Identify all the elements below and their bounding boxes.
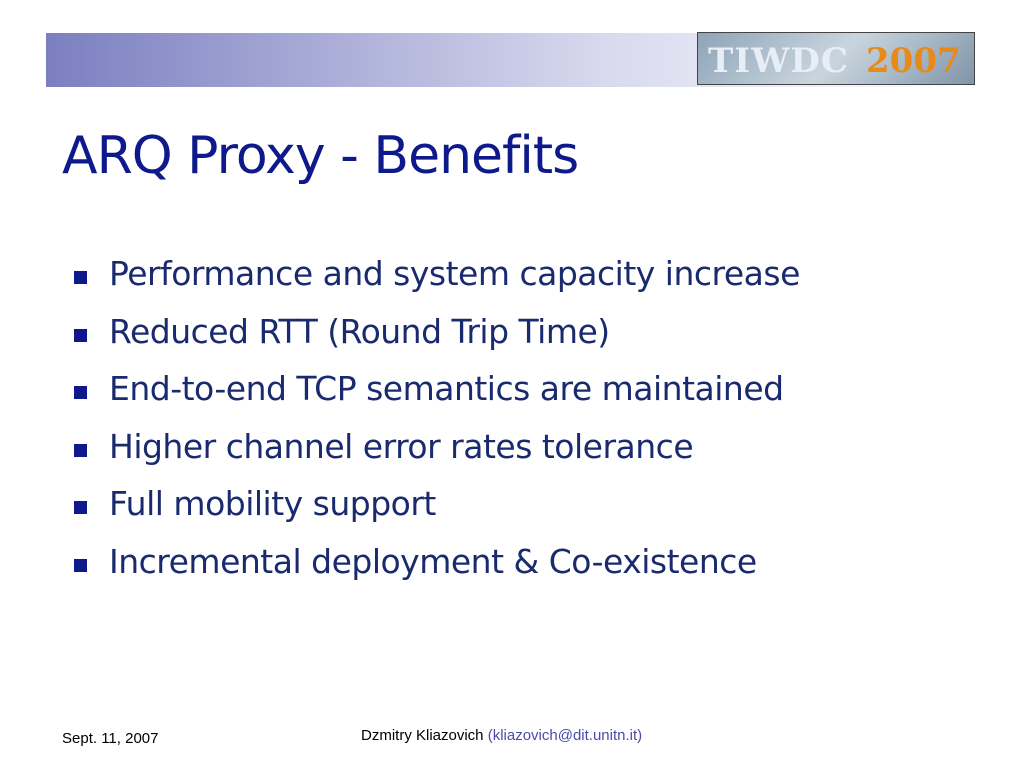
bullet-text: Incremental deployment & Co-existence [109, 541, 757, 581]
bullet-item: Full mobility support [72, 484, 800, 542]
bullet-text: End-to-end TCP semantics are maintained [109, 369, 784, 408]
footer-date: Sept. 11, 2007 [62, 730, 159, 747]
bullet-item: Reduced RTT (Round Trip Time) [72, 312, 800, 370]
bullet-marker [74, 558, 87, 572]
bullet-text: Performance and system capacity increase [109, 254, 800, 293]
bullet-marker [74, 328, 87, 342]
bullet-item: Incremental deployment & Co-existence [72, 542, 800, 600]
bullet-item: End-to-end TCP semantics are maintained [72, 369, 800, 427]
footer-author: Dzmitry Kliazovich (kliazovich@dit.unitn… [361, 727, 642, 744]
bullet-marker [74, 443, 87, 457]
bullet-marker [74, 386, 87, 399]
bullet-text: Reduced RTT (Round Trip Time) [109, 311, 610, 351]
slide-title: ARQ Proxy - Benefits [62, 126, 579, 186]
bullet-text: Full mobility support [109, 484, 436, 523]
logo-text: TIWDC [708, 41, 849, 81]
bullet-item: Performance and system capacity increase [72, 254, 800, 312]
bullet-item: Higher channel error rates tolerance [72, 427, 800, 485]
logo: TIWDC 2007 [697, 32, 975, 85]
author-name: Dzmitry Kliazovich [361, 727, 484, 744]
bullet-list: Performance and system capacity increase… [72, 254, 800, 599]
bullet-marker [74, 271, 87, 284]
bullet-text: Higher channel error rates tolerance [109, 426, 694, 466]
logo-year: 2007 [866, 41, 961, 81]
author-email: (kliazovich@dit.unitn.it) [487, 727, 643, 744]
bullet-marker [74, 501, 87, 514]
